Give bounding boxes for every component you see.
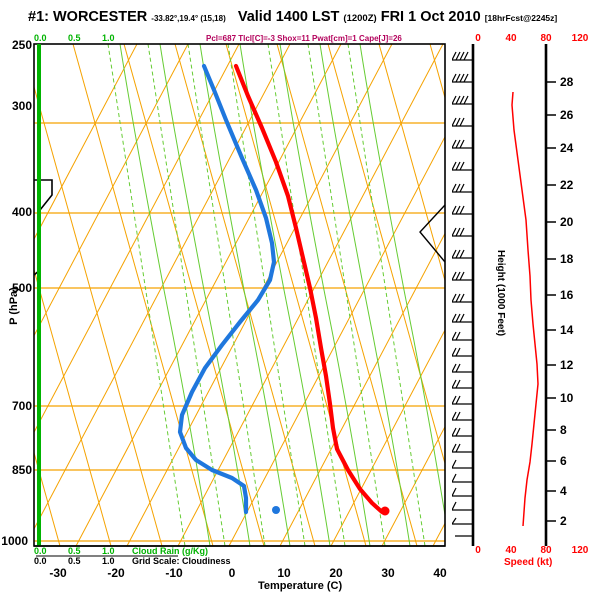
speed-axis-label: Speed (kt) [504,557,553,568]
height-tick-16: 16 [560,288,574,302]
pressure-tick-300: 300 [11,99,32,113]
pressure-axis-label: P (hPa) [8,287,20,325]
height-tick-18: 18 [560,252,574,266]
isobar-lines [34,122,445,542]
plot-edge-marker [419,204,446,263]
cloudiness-label: Grid Scale: Cloudiness [132,556,231,566]
speed-tick-top-40: 40 [505,33,517,44]
temperature-surface-point [380,506,390,516]
speed-tick-top-120: 120 [571,33,589,44]
dewpoint-surface-point [272,506,280,514]
height-axis-ticks [546,81,556,522]
temperature-tick-30: 30 [381,566,395,580]
temperature-tick--30: -30 [49,566,67,580]
height-axis-label: Height (1000 Feet) [495,250,506,337]
height-tick-28: 28 [560,75,574,89]
cloud-rain-tick-top-0: 0.0 [34,33,47,43]
temperature-curve [233,63,385,515]
height-tick-20: 20 [560,215,574,229]
cloud-rain-label: Cloud Rain (g/Kg) [132,546,208,556]
pressure-tick-400: 400 [11,205,32,219]
height-tick-10: 10 [560,391,574,405]
height-tick-26: 26 [560,108,574,122]
moist-adiabat-lines [119,44,445,546]
cloud-rain-tick-0: 0.0 [34,546,47,556]
station-name: WORCESTER [53,9,148,25]
cloud-rain-tick-top-05: 0.5 [68,33,81,43]
height-tick-24: 24 [560,141,574,155]
pressure-tick-250: 250 [11,38,32,52]
cloudiness-tick-0: 0.0 [34,556,47,566]
temperature-axis-label: Temperature (C) [258,580,343,592]
height-tick-8: 8 [560,423,567,437]
dewpoint-curve [177,63,277,515]
height-tick-6: 6 [560,454,567,468]
pressure-tick-850: 850 [11,463,32,477]
temperature-tick-40: 40 [433,566,447,580]
speed-tick-bottom-120: 120 [571,545,589,556]
wind-speed-curve [511,91,539,527]
mixing-ratio-lines [107,44,426,546]
temperature-tick-0: 0 [228,566,236,580]
speed-tick-top-0: 0 [475,33,481,44]
valid-time: Valid 1400 LST [237,9,340,25]
sounding-parameters: Pcl=687 Tlcl[C]=-3 Shox=11 Pwat[cm]=1 Ca… [206,34,402,43]
speed-tick-top-80: 80 [540,33,552,44]
plot-background [34,44,445,546]
cloud-rain-tick-1: 1.0 [102,546,115,556]
cloud-rain-tick-top-1: 1.0 [102,33,115,43]
speed-tick-bottom-40: 40 [505,545,517,556]
pressure-tick-500: 500 [11,281,32,295]
temperature-tick--20: -20 [107,566,125,580]
temperature-tick-20: 20 [329,566,343,580]
cloudiness-tick-05: 0.5 [68,556,81,566]
speed-tick-bottom-80: 80 [540,545,552,556]
temperature-tick-10: 10 [277,566,291,580]
speed-tick-bottom-0: 0 [475,545,481,556]
height-tick-22: 22 [560,178,574,192]
cloudiness-tick-1: 1.0 [102,556,115,566]
cloud-rain-tick-05: 0.5 [68,546,81,556]
station-coords: -33.82°,19.4° (15,18) [151,14,226,23]
page-title: #1: WORCESTER -33.82°,19.4° (15,18) Vali… [28,9,557,25]
wind-barbs [452,51,473,537]
height-tick-2: 2 [560,514,567,528]
height-tick-4: 4 [560,484,567,498]
height-tick-14: 14 [560,323,574,337]
valid-date: FRI 1 Oct 2010 [380,9,481,25]
station-id: #1: [28,9,49,25]
height-tick-12: 12 [560,358,574,372]
pressure-tick-1000: 1000 [1,534,28,548]
temperature-tick--10: -10 [165,566,183,580]
valid-time-utc: (1200Z) [343,13,377,24]
pressure-tick-700: 700 [11,399,32,413]
forecast-stamp: [18hrFcst@2245z] [484,13,558,23]
